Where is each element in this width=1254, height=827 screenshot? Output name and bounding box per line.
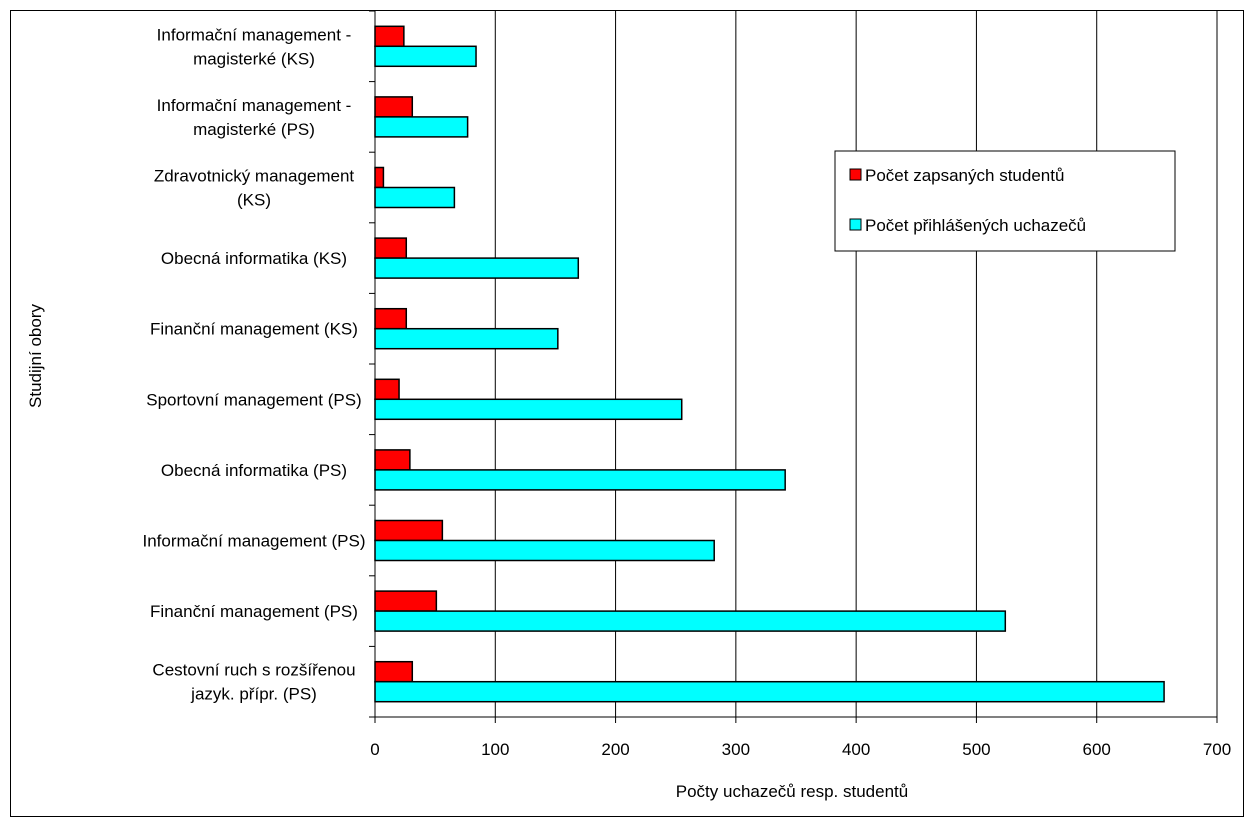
bar-applicants-6 — [374, 469, 786, 491]
legend-label-enrolled: Počet zapsaných studentů — [865, 166, 1064, 185]
category-label: magisterké (PS) — [193, 120, 315, 139]
x-tick-label: 600 — [1083, 740, 1111, 759]
category-label: Finanční management (PS) — [150, 602, 358, 621]
bar-applicants-7 — [374, 539, 715, 562]
x-tick-label: 300 — [722, 740, 750, 759]
y-axis-title: Studijní obory — [26, 304, 45, 408]
bar-applicants-4 — [374, 327, 559, 350]
x-tick-label: 0 — [370, 740, 379, 759]
x-axis-title: Počty uchazečů resp. studentů — [676, 782, 908, 801]
legend-swatch-applicants — [849, 218, 862, 231]
category-label: Sportovní management (PS) — [146, 390, 361, 409]
x-tick-label: 700 — [1203, 740, 1231, 759]
x-tick-label: 100 — [481, 740, 509, 759]
category-label: magisterké (KS) — [193, 49, 315, 68]
category-label: Informační management (PS) — [143, 532, 366, 551]
category-label: Cestovní ruch s rozšířenou — [152, 661, 355, 680]
category-label: (KS) — [237, 191, 271, 210]
category-label: jazyk. přípr. (PS) — [190, 685, 317, 704]
category-label: Finanční management (KS) — [150, 320, 358, 339]
category-label: Obecná informatika (KS) — [161, 249, 347, 268]
category-label: Informační management - — [157, 25, 352, 44]
bar-applicants-3 — [374, 257, 580, 279]
category-labels: Informační management - magisterké (KS) In… — [143, 25, 366, 703]
bar-enrolled-6 — [374, 449, 411, 471]
bar-enrolled-5 — [374, 378, 400, 401]
x-tick-label: 500 — [962, 740, 990, 759]
bar-enrolled-8 — [374, 590, 438, 612]
bar-enrolled-1 — [374, 96, 414, 118]
bar-applicants-2 — [374, 186, 456, 209]
category-label: Informační management - — [157, 96, 352, 115]
bar-enrolled-3 — [374, 237, 408, 259]
legend-swatch-enrolled — [849, 168, 862, 181]
bar-enrolled-2 — [374, 166, 385, 189]
bar-applicants-1 — [374, 116, 469, 138]
grid-lines — [494, 11, 1218, 717]
bar-applicants-8 — [374, 610, 1007, 632]
bar-enrolled-0 — [374, 25, 405, 48]
chart-frame: 0 100 200 300 400 500 600 700 Informační manage… — [10, 10, 1244, 817]
legend-box — [834, 150, 1176, 252]
category-label: Obecná informatika (PS) — [161, 461, 347, 480]
axes: 0 100 200 300 400 500 600 700 — [369, 11, 1231, 759]
x-tick-label: 200 — [601, 740, 629, 759]
bar-enrolled-7 — [374, 519, 444, 542]
bars — [374, 25, 1165, 703]
bar-enrolled-9 — [374, 660, 414, 683]
bar-applicants-0 — [374, 45, 477, 68]
category-label: Zdravotnický management — [154, 167, 355, 186]
bar-chart: 0 100 200 300 400 500 600 700 Informační manage… — [26, 11, 1231, 801]
bar-applicants-9 — [374, 680, 1165, 703]
bar-enrolled-4 — [374, 307, 408, 330]
legend: Počet zapsaných studentů Počet přihlášen… — [834, 150, 1176, 252]
bar-applicants-5 — [374, 398, 683, 421]
x-tick-label: 400 — [842, 740, 870, 759]
legend-label-applicants: Počet přihlášených uchazečů — [865, 216, 1086, 235]
